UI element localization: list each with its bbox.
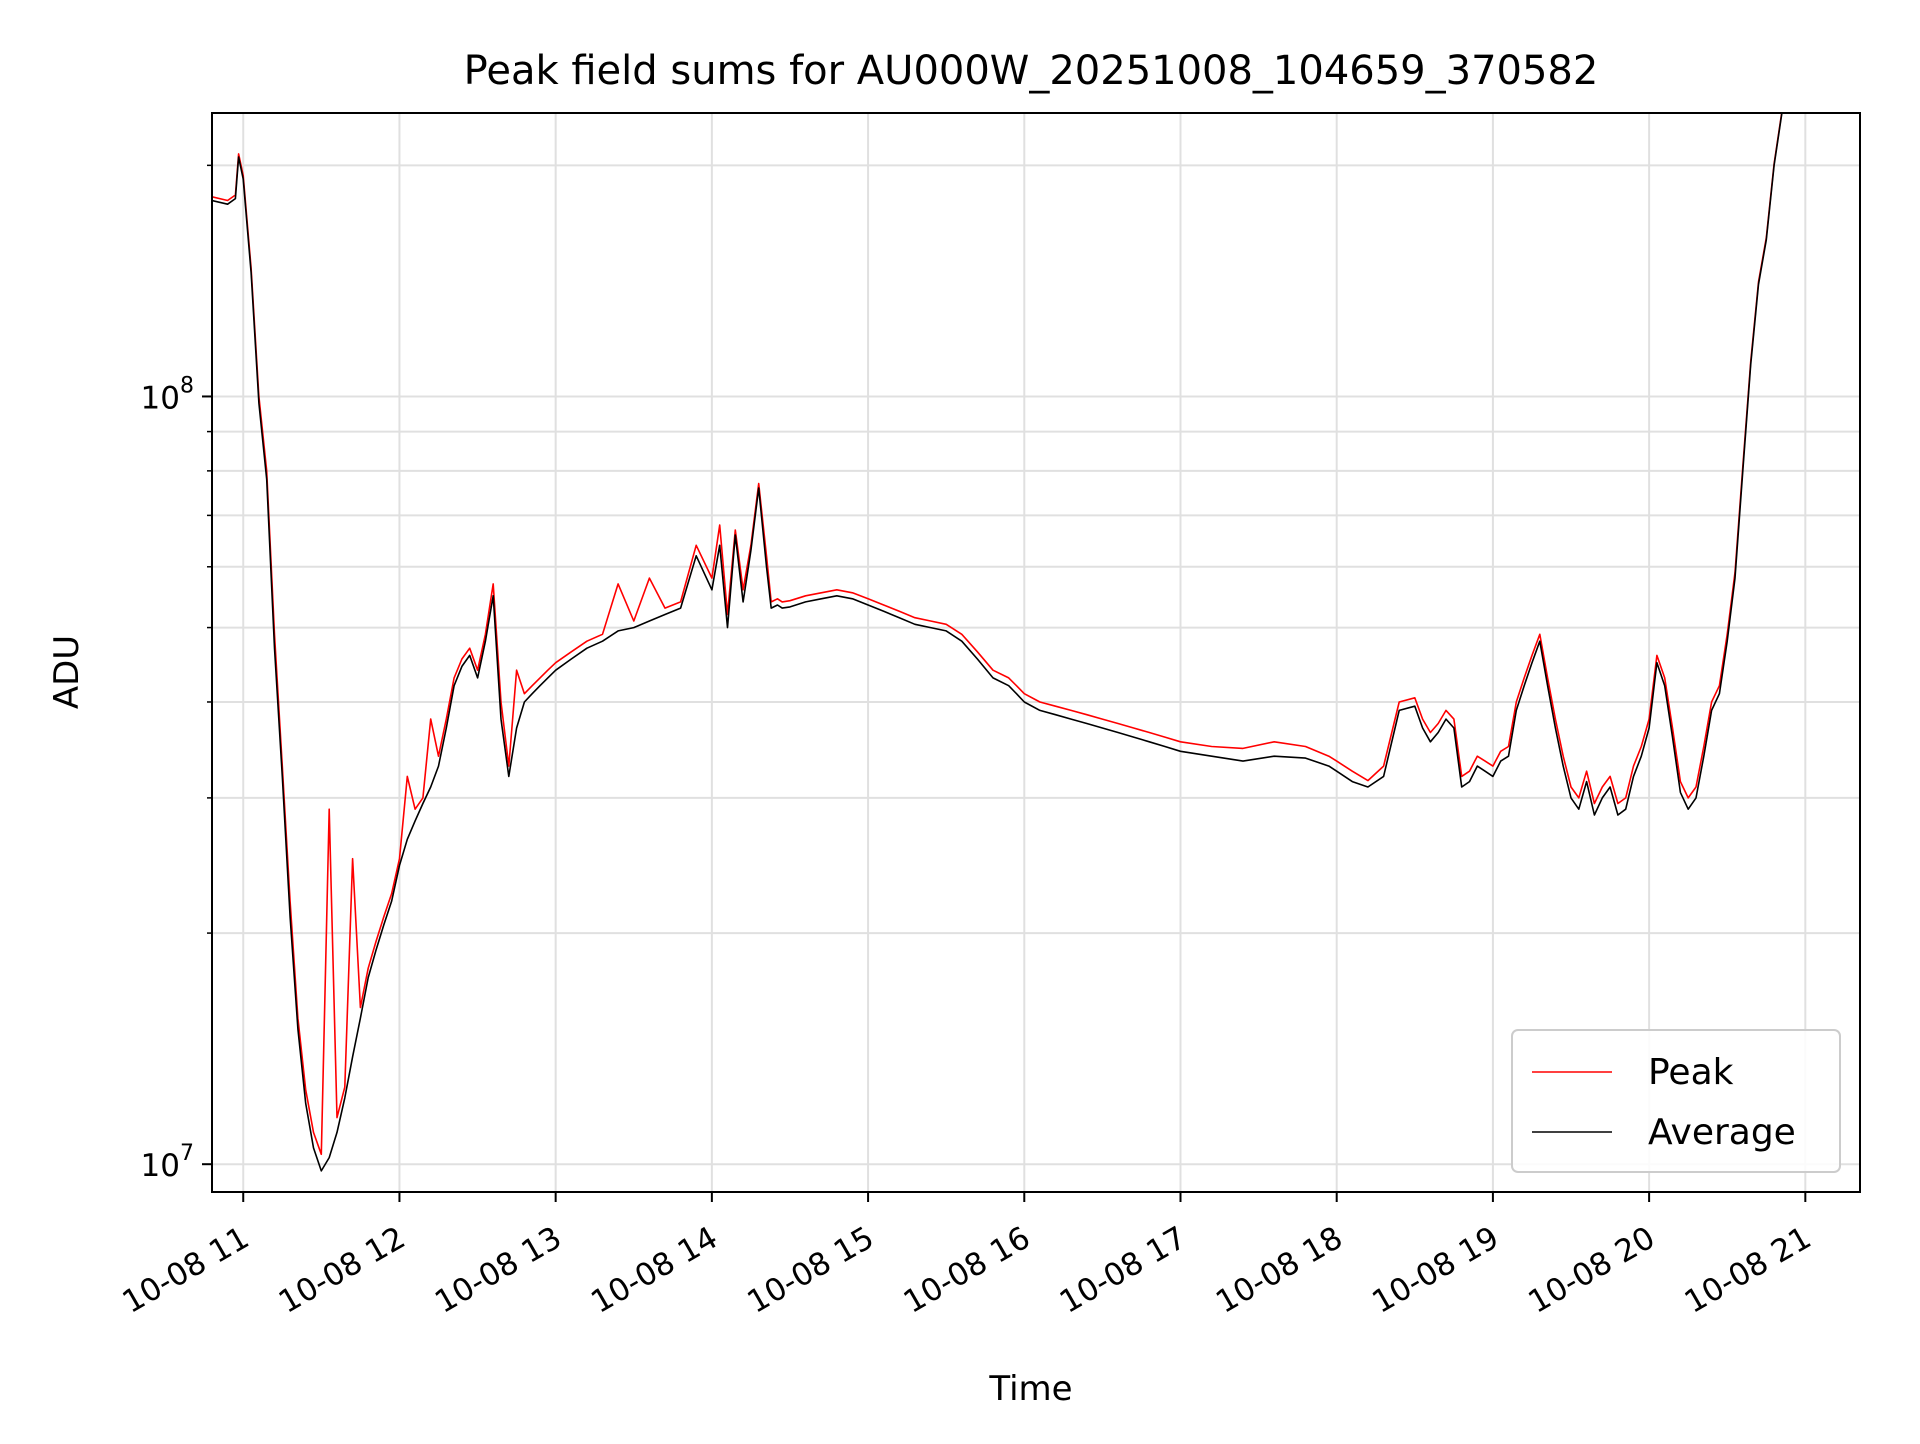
axes-frame <box>211 112 1861 1193</box>
grid <box>212 113 1860 1192</box>
plot-area <box>212 113 1783 1172</box>
legend-box <box>1511 1029 1841 1173</box>
y-axis-label: ADU <box>47 635 87 709</box>
x-axis-label: Time <box>988 1369 1072 1409</box>
series-line-average <box>212 113 1783 1172</box>
y-tick-label-base: 10 <box>141 1148 180 1184</box>
legend-label-peak: Peak <box>1648 1052 1734 1093</box>
chart-title: Peak field sums for AU000W_20251008_1046… <box>464 48 1599 94</box>
series-line-peak <box>212 113 1783 1156</box>
y-tick-label-exponent: 7 <box>180 1141 194 1166</box>
y-tick-label: 107 <box>141 1141 194 1184</box>
legend-label-average: Average <box>1648 1112 1796 1153</box>
y-tick-label-base: 10 <box>141 380 180 416</box>
y-tick-label-exponent: 8 <box>180 373 194 398</box>
y-tick-label: 108 <box>141 373 194 416</box>
legend: Peak Average <box>1511 1029 1841 1173</box>
